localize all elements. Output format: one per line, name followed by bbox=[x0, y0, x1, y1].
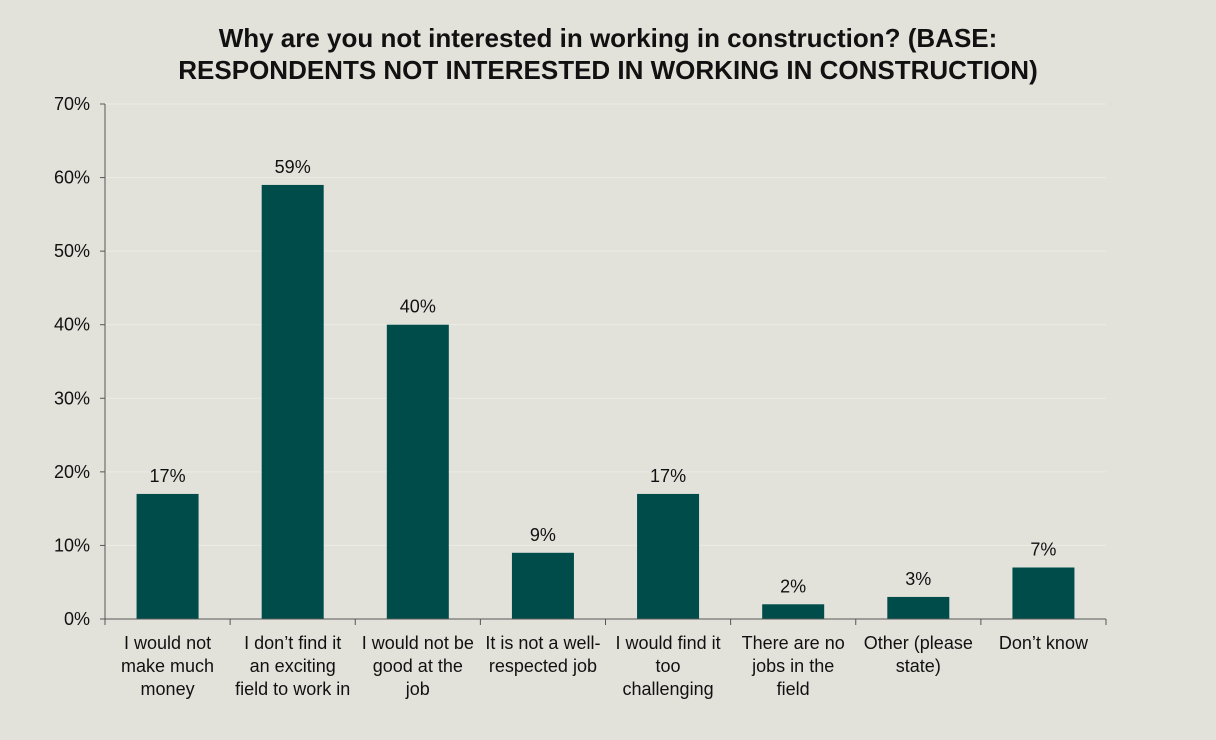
x-category-label: There are no jobs in the field bbox=[742, 633, 845, 699]
x-category-label-line: Don’t know bbox=[999, 633, 1089, 653]
x-category-label-line: challenging bbox=[623, 679, 714, 699]
bar bbox=[1012, 567, 1075, 619]
x-category-label-line: an exciting bbox=[250, 656, 336, 676]
data-label: 2% bbox=[780, 576, 806, 596]
chart-title-line-1: Why are you not interested in working in… bbox=[218, 23, 998, 53]
x-category-label: Other (please state) bbox=[864, 633, 973, 676]
x-category-label-line: jobs in the bbox=[751, 656, 834, 676]
data-label: 59% bbox=[275, 157, 311, 177]
x-category-label-line: job bbox=[405, 679, 430, 699]
y-tick-label: 20% bbox=[54, 462, 90, 482]
x-category-label-line: money bbox=[141, 679, 195, 699]
y-tick-label: 30% bbox=[54, 388, 90, 408]
x-category-label-line: field bbox=[777, 679, 810, 699]
data-label: 9% bbox=[530, 525, 556, 545]
data-label: 40% bbox=[400, 297, 436, 317]
x-category-label-line: make much bbox=[121, 656, 214, 676]
x-category-label-line: I would not bbox=[124, 633, 211, 653]
y-tick-label: 70% bbox=[54, 94, 90, 114]
x-category-label-line: state) bbox=[896, 656, 941, 676]
chart-title-line-2: RESPONDENTS NOT INTERESTED IN WORKING IN… bbox=[178, 55, 1038, 85]
x-category-label-line: There are no bbox=[742, 633, 845, 653]
axes bbox=[100, 103, 1107, 625]
bar bbox=[386, 324, 449, 619]
x-category-label: I would not make much money bbox=[121, 633, 214, 699]
y-tick-label: 60% bbox=[54, 168, 90, 188]
data-label: 3% bbox=[905, 569, 931, 589]
bar bbox=[136, 493, 199, 619]
bars bbox=[136, 184, 1075, 619]
y-tick-label: 50% bbox=[54, 241, 90, 261]
x-category-label-line: good at the bbox=[373, 656, 463, 676]
y-tick-label: 10% bbox=[54, 535, 90, 555]
x-category-label: It is not a well-respected job bbox=[485, 633, 600, 676]
x-category-label: I don’t find it an exciting field to work … bbox=[235, 633, 350, 699]
x-category-label-line: too bbox=[656, 656, 681, 676]
data-label: 17% bbox=[150, 466, 186, 486]
y-tick-label: 40% bbox=[54, 315, 90, 335]
labels: 0% 10% 20% 30% 40% 50% 60% 70% 17% I would not mak… bbox=[54, 94, 1089, 699]
x-category-label-line: I would not be bbox=[362, 633, 474, 653]
x-category-label-line: It is not a well- bbox=[485, 633, 600, 653]
x-category-label-line: field to work in bbox=[235, 679, 350, 699]
bar bbox=[637, 493, 700, 619]
x-category-label-line: Other (please bbox=[864, 633, 973, 653]
bar bbox=[887, 596, 950, 619]
data-label: 17% bbox=[650, 466, 686, 486]
y-tick-label: 0% bbox=[64, 609, 90, 629]
x-category-label-line: I would find it bbox=[616, 633, 721, 653]
bar bbox=[511, 552, 574, 619]
gridlines bbox=[105, 103, 1106, 546]
x-category-label-line: I don’t find it bbox=[244, 633, 341, 653]
x-category-label: I would not be good at the job bbox=[362, 633, 474, 699]
x-category-label: Don’t know bbox=[999, 633, 1089, 653]
x-category-label-line: respected job bbox=[489, 656, 597, 676]
data-label: 7% bbox=[1030, 540, 1056, 560]
x-category-label: I would find it too challenging bbox=[616, 633, 721, 699]
bar bbox=[261, 184, 324, 619]
chart-title: Why are you not interested in working in… bbox=[0, 22, 1216, 86]
bar bbox=[762, 604, 825, 619]
